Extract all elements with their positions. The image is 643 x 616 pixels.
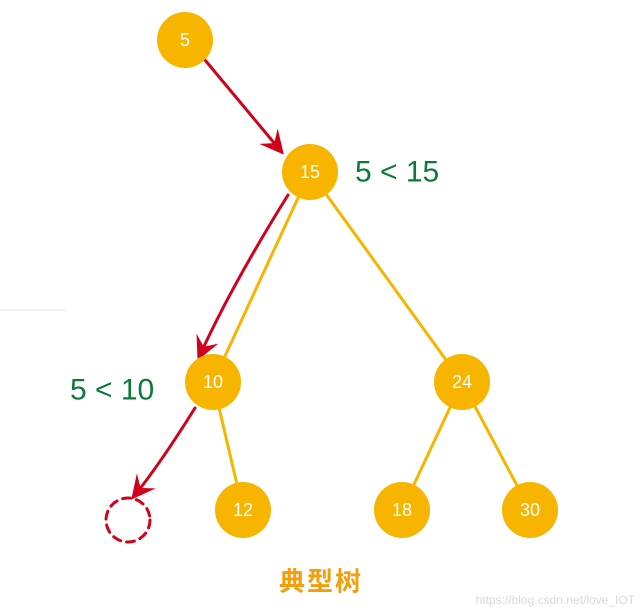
tree-node: 15 [282,144,338,200]
tree-edge [213,172,310,382]
tree-node: 30 [502,482,558,538]
node-label: 24 [452,372,472,392]
node-label: 30 [520,500,540,520]
node-label: 5 [180,30,190,50]
node-label: 18 [392,500,412,520]
tree-edge [310,172,462,382]
watermark: https://blog.csdn.net/love_IOT [476,593,636,607]
hand-arrow [200,195,288,355]
insertion-target-placeholder [106,498,150,542]
comparison-annotations: 5 < 15 5 < 10 [70,156,439,407]
node-label: 15 [300,162,320,182]
node-label: 12 [233,500,253,520]
tree-node: 10 [185,354,241,410]
hand-arrow [205,60,280,150]
comparison-annotation: 5 < 10 [70,374,154,407]
tree-node: 18 [374,482,430,538]
tree-edges [213,172,530,510]
node-label: 10 [203,372,223,392]
tree-node: 24 [434,354,490,410]
tree-node: 5 [157,12,213,68]
comparison-annotation: 5 < 15 [355,156,439,189]
tree-node: 12 [215,482,271,538]
hand-arrows [135,60,288,495]
tree-diagram: 5 15 10 24 12 18 30 5 < 15 5 < 10 典型树 https://b… [0,0,643,616]
hand-arrow [135,408,195,495]
tree-nodes: 5 15 10 24 12 18 30 [157,12,558,538]
caption: 典型树 [279,562,363,599]
